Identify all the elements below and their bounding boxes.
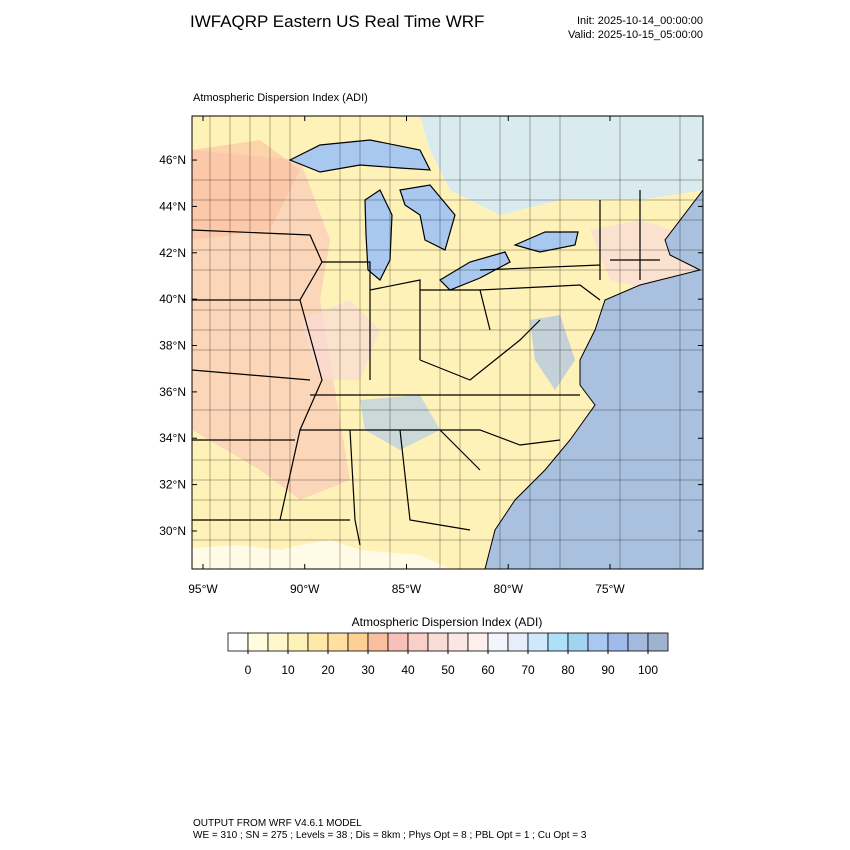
ocean: [485, 190, 703, 569]
lat-tick-label: 32°N: [159, 478, 186, 492]
colorbar-tick-label: 70: [521, 663, 535, 677]
init-time: Init: 2025-10-14_00:00:00: [577, 15, 703, 27]
colorbar-tick-label: 50: [441, 663, 455, 677]
lon-tick-label: 95°W: [188, 582, 218, 596]
lat-tick-label: 46°N: [159, 153, 186, 167]
colorbar-box: [547, 632, 569, 652]
adi-region: [420, 116, 703, 215]
lon-tick-label: 90°W: [290, 582, 320, 596]
colorbar-box: [307, 632, 329, 652]
colorbar-box: [247, 632, 269, 652]
footer-line: OUTPUT FROM WRF V4.6.1 MODEL: [193, 818, 362, 829]
lon-tick-label: 85°W: [392, 582, 422, 596]
colorbar-tick-label: 30: [361, 663, 375, 677]
adi-region: [360, 395, 440, 450]
gulf: [192, 540, 450, 569]
coastline: [484, 189, 703, 569]
colorbar-box: [267, 632, 289, 652]
colorbar-tick-label: 90: [601, 663, 615, 677]
colorbar-box: [527, 632, 549, 652]
lat-tick-label: 34°N: [159, 431, 186, 445]
title: IWFAQRP Eastern US Real Time WRF: [190, 12, 484, 31]
lon-tick-label: 80°W: [494, 582, 524, 596]
colorbar-box: [387, 632, 409, 652]
lat-tick-label: 30°N: [159, 524, 186, 538]
colorbar-box: [507, 632, 529, 652]
lat-tick-label: 36°N: [159, 385, 186, 399]
colorbar-box: [587, 632, 609, 652]
colorbar-box: [567, 632, 589, 652]
colorbar-tick-label: 100: [638, 663, 658, 677]
lat-tick-label: 38°N: [159, 339, 186, 353]
lon-tick-label: 75°W: [595, 582, 625, 596]
footer-line: WE = 310 ; SN = 275 ; Levels = 38 ; Dis …: [193, 830, 587, 841]
colorbar-box: [227, 632, 249, 652]
county-lines: [192, 116, 703, 569]
map-frame: [191, 115, 704, 570]
colorbar-box: [647, 632, 669, 652]
colorbar-tick-label: 40: [401, 663, 415, 677]
colorbar-tick-label: 60: [481, 663, 495, 677]
lat-tick-label: 44°N: [159, 199, 186, 213]
adi-region: [192, 140, 300, 240]
colorbar-box: [367, 632, 389, 652]
map-label: Atmospheric Dispersion Index (ADI): [193, 92, 368, 104]
colorbar-tick-label: 80: [561, 663, 575, 677]
colorbar-tick-label: 0: [245, 663, 252, 677]
adi-region: [530, 315, 575, 390]
colorbar-title: Atmospheric Dispersion Index (ADI): [352, 615, 543, 629]
colorbar-box: [487, 632, 509, 652]
colorbar-box: [407, 632, 429, 652]
lake: [399, 184, 456, 251]
colorbar-box: [427, 632, 449, 652]
colorbar-box: [327, 632, 349, 652]
lat-tick-label: 40°N: [159, 292, 186, 306]
lat-tick-label: 42°N: [159, 246, 186, 260]
colorbar-box: [287, 632, 309, 652]
map: [191, 115, 704, 570]
colorbar-tick-label: 20: [321, 663, 335, 677]
colorbar-box: [447, 632, 469, 652]
colorbar-box: [467, 632, 489, 652]
colorbar-box: [347, 632, 369, 652]
colorbar-box: [627, 632, 649, 652]
valid-time: Valid: 2025-10-15_05:00:00: [568, 29, 703, 41]
colorbar-box: [607, 632, 629, 652]
colorbar-tick-label: 10: [281, 663, 295, 677]
lake: [513, 231, 579, 253]
